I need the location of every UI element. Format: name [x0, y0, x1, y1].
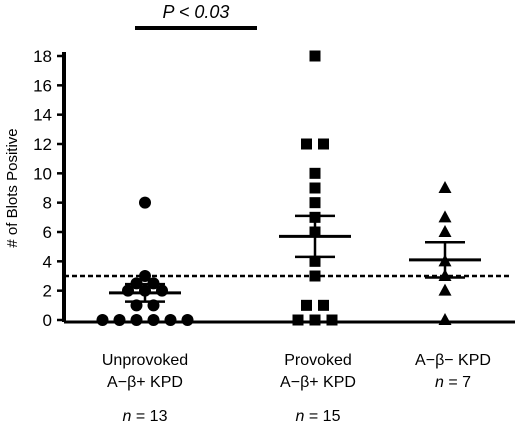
data-point: [309, 182, 321, 194]
significance-label: P < 0.03: [163, 2, 230, 22]
data-point: [326, 314, 338, 326]
y-axis-label: # of Blots Positive: [4, 128, 21, 247]
data-point: [309, 255, 321, 267]
sample-size-value: = 7: [443, 374, 472, 391]
y-tick-label: 2: [43, 282, 52, 301]
category-line-2: A−β+ KPD: [107, 374, 183, 391]
data-point: [139, 196, 151, 209]
data-point: [438, 210, 452, 223]
y-tick-label: 16: [33, 76, 52, 95]
y-tick-label: 0: [43, 311, 52, 330]
category-label: Unprovoked A−β+ KPD n = 13: [65, 350, 225, 428]
data-point: [309, 270, 321, 282]
sample-size-n: n: [122, 408, 132, 425]
category-line-2: A−β+ KPD: [280, 374, 356, 391]
sample-size-n: n: [295, 408, 305, 425]
category-label: Provoked A−β+ KPD n = 15: [238, 350, 398, 428]
data-point: [309, 197, 321, 209]
y-tick-label: 4: [43, 252, 52, 271]
sample-size: n = 13: [65, 406, 225, 428]
data-point: [309, 50, 321, 62]
category-label: A−β− KPD n = 7: [373, 350, 520, 394]
sample-size-value: = 15: [304, 408, 341, 425]
data-point: [318, 299, 329, 311]
data-point: [139, 270, 151, 282]
data-point: [309, 314, 321, 326]
sample-size-n: n: [434, 374, 444, 391]
data-point: [438, 313, 452, 325]
y-tick-label: 14: [33, 106, 52, 125]
sample-size: n = 7: [373, 372, 520, 394]
data-point: [309, 167, 321, 179]
y-tick-label: 6: [43, 223, 52, 242]
data-point: [147, 314, 160, 326]
category-line-1: A−β− KPD: [415, 352, 491, 369]
data-point: [96, 314, 109, 326]
category-line-1: Provoked: [284, 352, 352, 369]
data-point: [181, 314, 194, 326]
y-tick-label: 12: [33, 135, 52, 154]
data-point: [164, 314, 177, 326]
sample-size-value: = 13: [131, 408, 168, 425]
data-point: [113, 314, 126, 326]
category-line-1: Unprovoked: [101, 352, 189, 369]
y-tick-label: 8: [43, 194, 52, 213]
y-tick-label: 18: [33, 47, 52, 66]
data-point: [301, 299, 312, 311]
data-point: [438, 181, 452, 193]
data-point: [130, 314, 143, 326]
data-point: [438, 225, 452, 237]
data-point: [318, 138, 329, 150]
data-point: [292, 314, 304, 326]
sample-size: n = 15: [238, 406, 398, 428]
data-point: [301, 138, 312, 150]
y-tick-label: 10: [33, 164, 52, 183]
data-point: [438, 283, 452, 296]
